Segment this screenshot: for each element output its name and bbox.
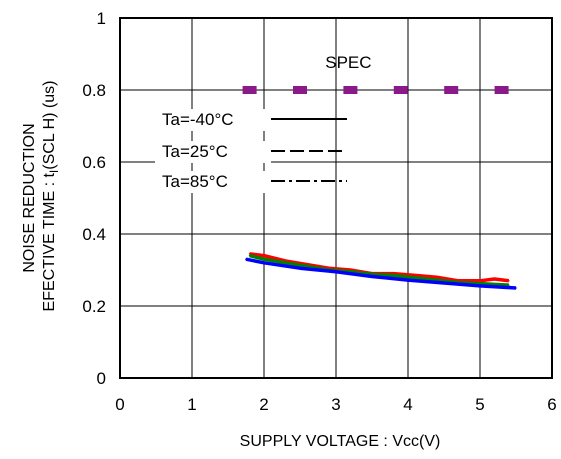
tick-labels: 0 1 2 3 4 5 6 0 0.2 0.4 0.6 0.8 1	[82, 9, 556, 414]
series-point	[515, 287, 517, 289]
series-point	[493, 283, 496, 286]
x-tick-label: 3	[331, 395, 340, 414]
y-tick-label: 0.2	[82, 297, 106, 316]
y-tick-label: 0.4	[82, 225, 106, 244]
series-point	[479, 280, 481, 282]
spec-marker	[343, 86, 358, 94]
y-tick-label: 0.8	[82, 81, 106, 100]
x-tick-label: 0	[115, 395, 124, 414]
series-point	[371, 275, 373, 278]
legend-text-background	[155, 141, 271, 163]
spec-label: SPEC	[325, 53, 371, 72]
series-point	[392, 274, 395, 277]
series-point	[436, 276, 438, 279]
series-point	[335, 271, 337, 273]
spec-marker	[444, 86, 459, 94]
series-point	[479, 285, 481, 287]
series-point	[263, 254, 265, 257]
legend-label: Ta=-40°C	[162, 110, 234, 129]
series-point	[407, 279, 409, 281]
series-point	[414, 277, 417, 279]
spec-marker	[293, 86, 307, 94]
x-tick-label: 4	[403, 395, 412, 414]
x-tick-label: 1	[187, 395, 196, 414]
series-point	[306, 265, 309, 268]
legend-label: Ta=25°C	[162, 142, 228, 161]
series-point	[508, 284, 510, 286]
y-tick-label: 0.6	[82, 153, 106, 172]
plot-frame	[119, 17, 553, 379]
series-point	[414, 274, 417, 277]
spec-marker	[393, 86, 408, 94]
y-axis-label-subscript: I	[47, 170, 61, 173]
series-point	[508, 280, 510, 282]
y-axis-label-line2: EFECTIVE TIME : tI(SCL H) (us)	[41, 81, 61, 312]
legend: Ta=-40°C Ta=25°C Ta=85°C	[155, 109, 347, 193]
series-point	[245, 258, 247, 261]
series-layer	[245, 252, 517, 290]
x-tick-label: 5	[475, 395, 484, 414]
y-tick-label: 0	[97, 369, 106, 388]
series-line	[249, 253, 509, 287]
series-point	[248, 254, 251, 257]
x-axis-label: SUPPLY VOLTAGE : Vcc(V)	[240, 433, 441, 450]
legend-text-background	[155, 109, 271, 131]
spec-markers	[242, 86, 509, 94]
series-point	[263, 258, 265, 261]
y-tick-label: 1	[97, 9, 106, 28]
y-axis-label-prefix: EFECTIVE TIME : t	[41, 173, 58, 312]
series-point	[299, 267, 301, 270]
series-point	[436, 279, 438, 281]
series-point	[443, 282, 445, 284]
legend-text-background	[155, 171, 271, 193]
y-axis-label-line1: NOISE REDUCTION	[21, 123, 38, 272]
x-tick-label: 6	[547, 395, 556, 414]
y-axis-label-suffix: (SCL H) (us)	[41, 81, 58, 170]
spec-marker	[242, 86, 257, 94]
series-point	[263, 262, 265, 264]
spec-marker	[494, 86, 509, 94]
x-tick-label: 2	[259, 395, 268, 414]
series-point	[493, 278, 496, 280]
legend-label: Ta=85°C	[162, 172, 228, 191]
series-point	[284, 262, 287, 264]
